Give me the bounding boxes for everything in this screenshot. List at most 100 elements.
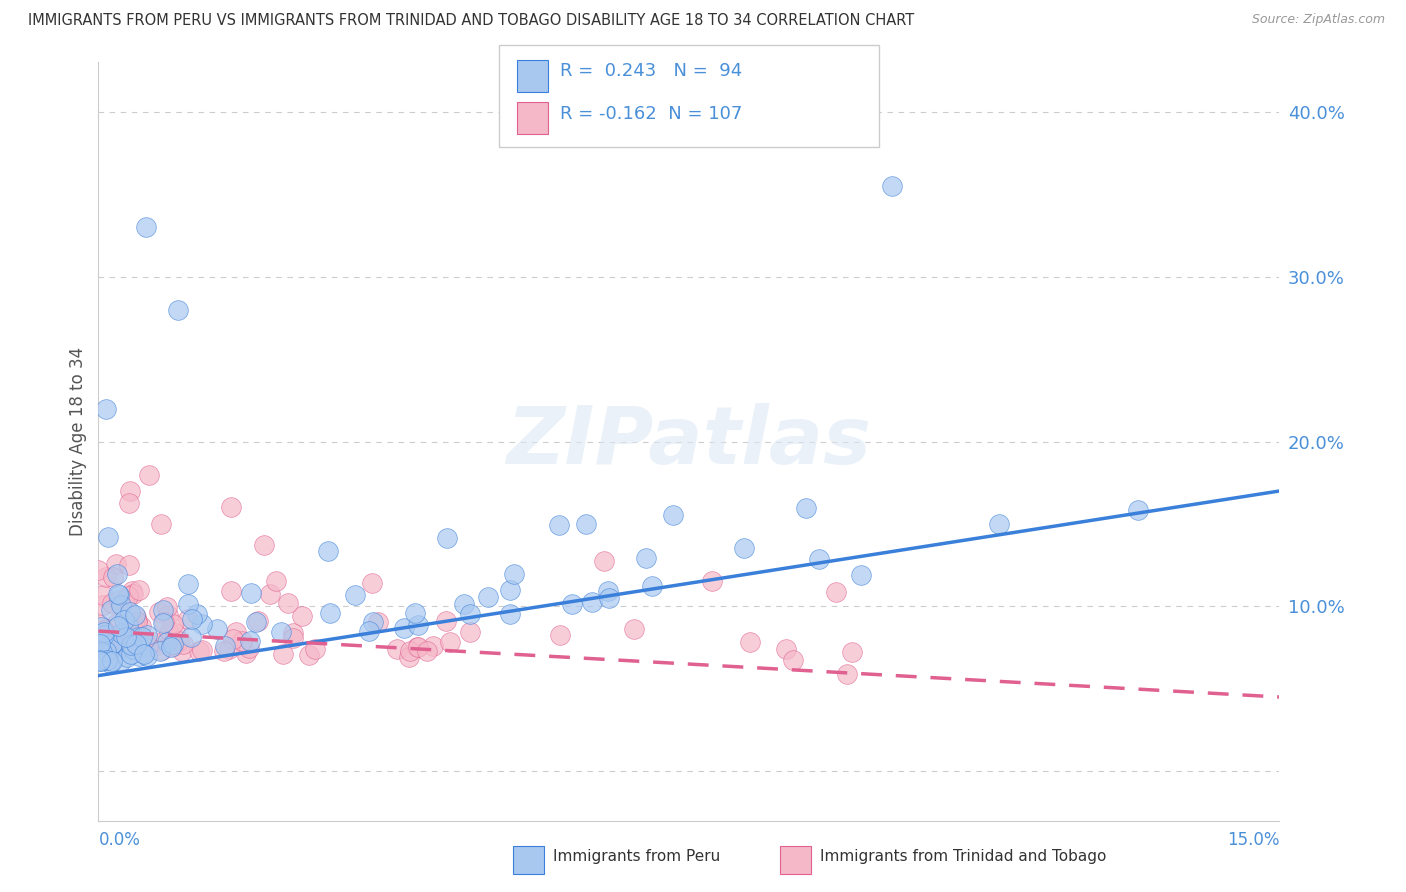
Point <box>112 592 135 607</box>
Point <box>110 654 132 668</box>
Point <box>561 597 583 611</box>
Point <box>245 615 267 629</box>
Point <box>125 615 148 629</box>
Point <box>128 642 150 657</box>
Point <box>172 637 194 651</box>
Point <box>281 631 304 645</box>
Point <box>150 642 173 657</box>
Point <box>100 596 122 610</box>
Point <box>90 620 112 634</box>
Point <box>90 654 112 668</box>
Point <box>104 557 127 571</box>
Point <box>162 639 184 653</box>
Point <box>118 496 141 510</box>
Point <box>177 598 200 612</box>
Point <box>416 644 439 658</box>
Point <box>132 648 155 662</box>
Point <box>191 617 214 632</box>
Point <box>157 625 180 640</box>
Text: Immigrants from Peru: Immigrants from Peru <box>553 849 720 863</box>
Point <box>360 576 382 591</box>
Point <box>277 596 299 610</box>
Point <box>112 636 135 650</box>
Point <box>239 586 262 600</box>
Point <box>259 586 281 600</box>
Text: Immigrants from Trinidad and Tobago: Immigrants from Trinidad and Tobago <box>820 849 1107 863</box>
Point <box>103 569 125 583</box>
Point <box>264 574 287 588</box>
Point <box>142 634 165 648</box>
Point <box>357 624 380 638</box>
Point <box>239 633 262 648</box>
Point <box>775 641 797 656</box>
Point <box>581 595 603 609</box>
Point <box>152 615 174 630</box>
Point <box>97 530 120 544</box>
Point <box>100 635 122 649</box>
Point <box>131 630 153 644</box>
Point <box>91 651 114 665</box>
Point <box>117 625 139 640</box>
Point <box>298 648 321 662</box>
Point <box>187 643 209 657</box>
Point <box>477 591 499 605</box>
Point <box>120 483 142 498</box>
Point <box>136 628 159 642</box>
Point <box>114 630 136 644</box>
Text: IMMIGRANTS FROM PERU VS IMMIGRANTS FROM TRINIDAD AND TOBAGO DISABILITY AGE 18 TO: IMMIGRANTS FROM PERU VS IMMIGRANTS FROM … <box>28 13 914 29</box>
Point <box>987 517 1010 532</box>
Point <box>392 621 415 635</box>
Point <box>112 640 135 655</box>
Point <box>100 603 122 617</box>
Point <box>406 617 429 632</box>
Point <box>167 302 190 317</box>
Point <box>548 518 571 533</box>
Point <box>87 563 110 577</box>
Point <box>118 558 141 572</box>
Point <box>794 501 817 516</box>
Point <box>238 640 260 655</box>
Point <box>93 623 115 637</box>
Point <box>124 609 146 624</box>
Point <box>94 401 117 416</box>
Y-axis label: Disability Age 18 to 34: Disability Age 18 to 34 <box>69 347 87 536</box>
Point <box>105 615 128 630</box>
Point <box>107 587 129 601</box>
Point <box>89 654 111 668</box>
Point <box>596 584 619 599</box>
Point <box>634 550 657 565</box>
Point <box>91 589 114 603</box>
Point <box>398 650 420 665</box>
Point <box>434 614 457 628</box>
Point <box>782 653 804 667</box>
Point <box>177 612 200 626</box>
Point <box>101 637 124 651</box>
Point <box>641 579 664 593</box>
Point <box>107 619 129 633</box>
Point <box>436 531 458 545</box>
Point <box>146 638 169 652</box>
Point <box>122 618 145 632</box>
Point <box>575 516 598 531</box>
Point <box>114 637 136 651</box>
Point <box>181 612 204 626</box>
Point <box>122 629 145 643</box>
Point <box>214 639 236 653</box>
Point <box>138 467 160 482</box>
Point <box>122 587 145 601</box>
Point <box>406 640 429 654</box>
Text: R = -0.162  N = 107: R = -0.162 N = 107 <box>560 105 742 123</box>
Point <box>89 652 111 666</box>
Point <box>160 640 183 654</box>
Point <box>191 642 214 657</box>
Point <box>319 606 342 620</box>
Point <box>136 639 159 653</box>
Point <box>110 598 132 612</box>
Point <box>841 645 863 659</box>
Point <box>177 576 200 591</box>
Point <box>270 624 292 639</box>
Point <box>247 614 270 628</box>
Point <box>90 632 112 646</box>
Point <box>135 220 157 235</box>
Point <box>231 633 253 648</box>
